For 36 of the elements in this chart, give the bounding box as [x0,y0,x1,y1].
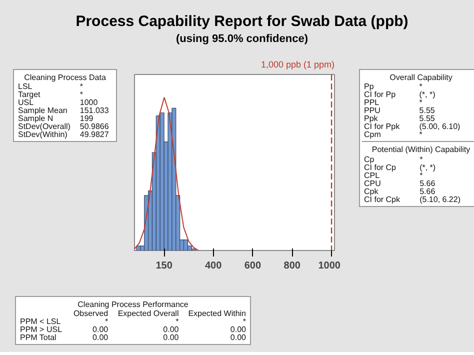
text: Cleaning Process Performance [76,299,190,310]
text: Potential (Within) Capability [370,144,472,156]
text: Sample N 199 [18,114,94,124]
x-tick-label: 1000 [318,260,341,272]
text: LSL * [18,82,84,92]
text: PPU 5.55 [364,106,435,116]
text: CI for Pp (*, *) [364,90,436,100]
text: PPL * [364,98,422,108]
text: StDev(Overall) 50.9866 [17,122,110,132]
x-tick-label: 400 [204,260,222,272]
text: Cpm * [364,130,422,140]
x-tick-label: 600 [244,260,262,272]
chart-subtitle: (using 95.0% confidence) [174,32,310,48]
chart-title: Process Capability Report for Swab Data (ppb) [74,12,410,32]
text: Cp * [364,154,423,164]
x-tick-label: 800 [284,260,301,272]
text: CPL * [364,170,423,180]
text: Overall Capability [388,72,454,84]
text: PPM Total 0.00 0.00 0.00 [20,333,246,342]
text: CI for Ppk (5.00, 6.10) [364,122,460,132]
text: Observed Expected Overall Expected Within [73,309,246,318]
text: PPM > USL 0.00 0.00 0.00 [20,325,246,334]
ref-line-label: 1,000 ppb (1 ppm) [260,60,335,70]
text: Target * [18,90,84,100]
x-tick-label: 150 [156,260,173,272]
text: CI for Cp (*, *) [364,162,436,172]
text: Ppk 5.55 [364,114,435,124]
text: Pp * [364,82,422,92]
text: Cpk 5.66 [364,186,436,196]
text: CPU 5.66 [364,178,436,188]
text: Sample Mean 151.033 [18,106,109,116]
text: StDev(Within) 49.9827 [18,130,109,140]
text: USL 1000 [18,98,98,108]
text: CI for Cpk (5.10, 6.22) [364,194,460,204]
text: PPM < LSL * * * [20,317,246,326]
text: Cleaning Process Data [23,72,107,83]
